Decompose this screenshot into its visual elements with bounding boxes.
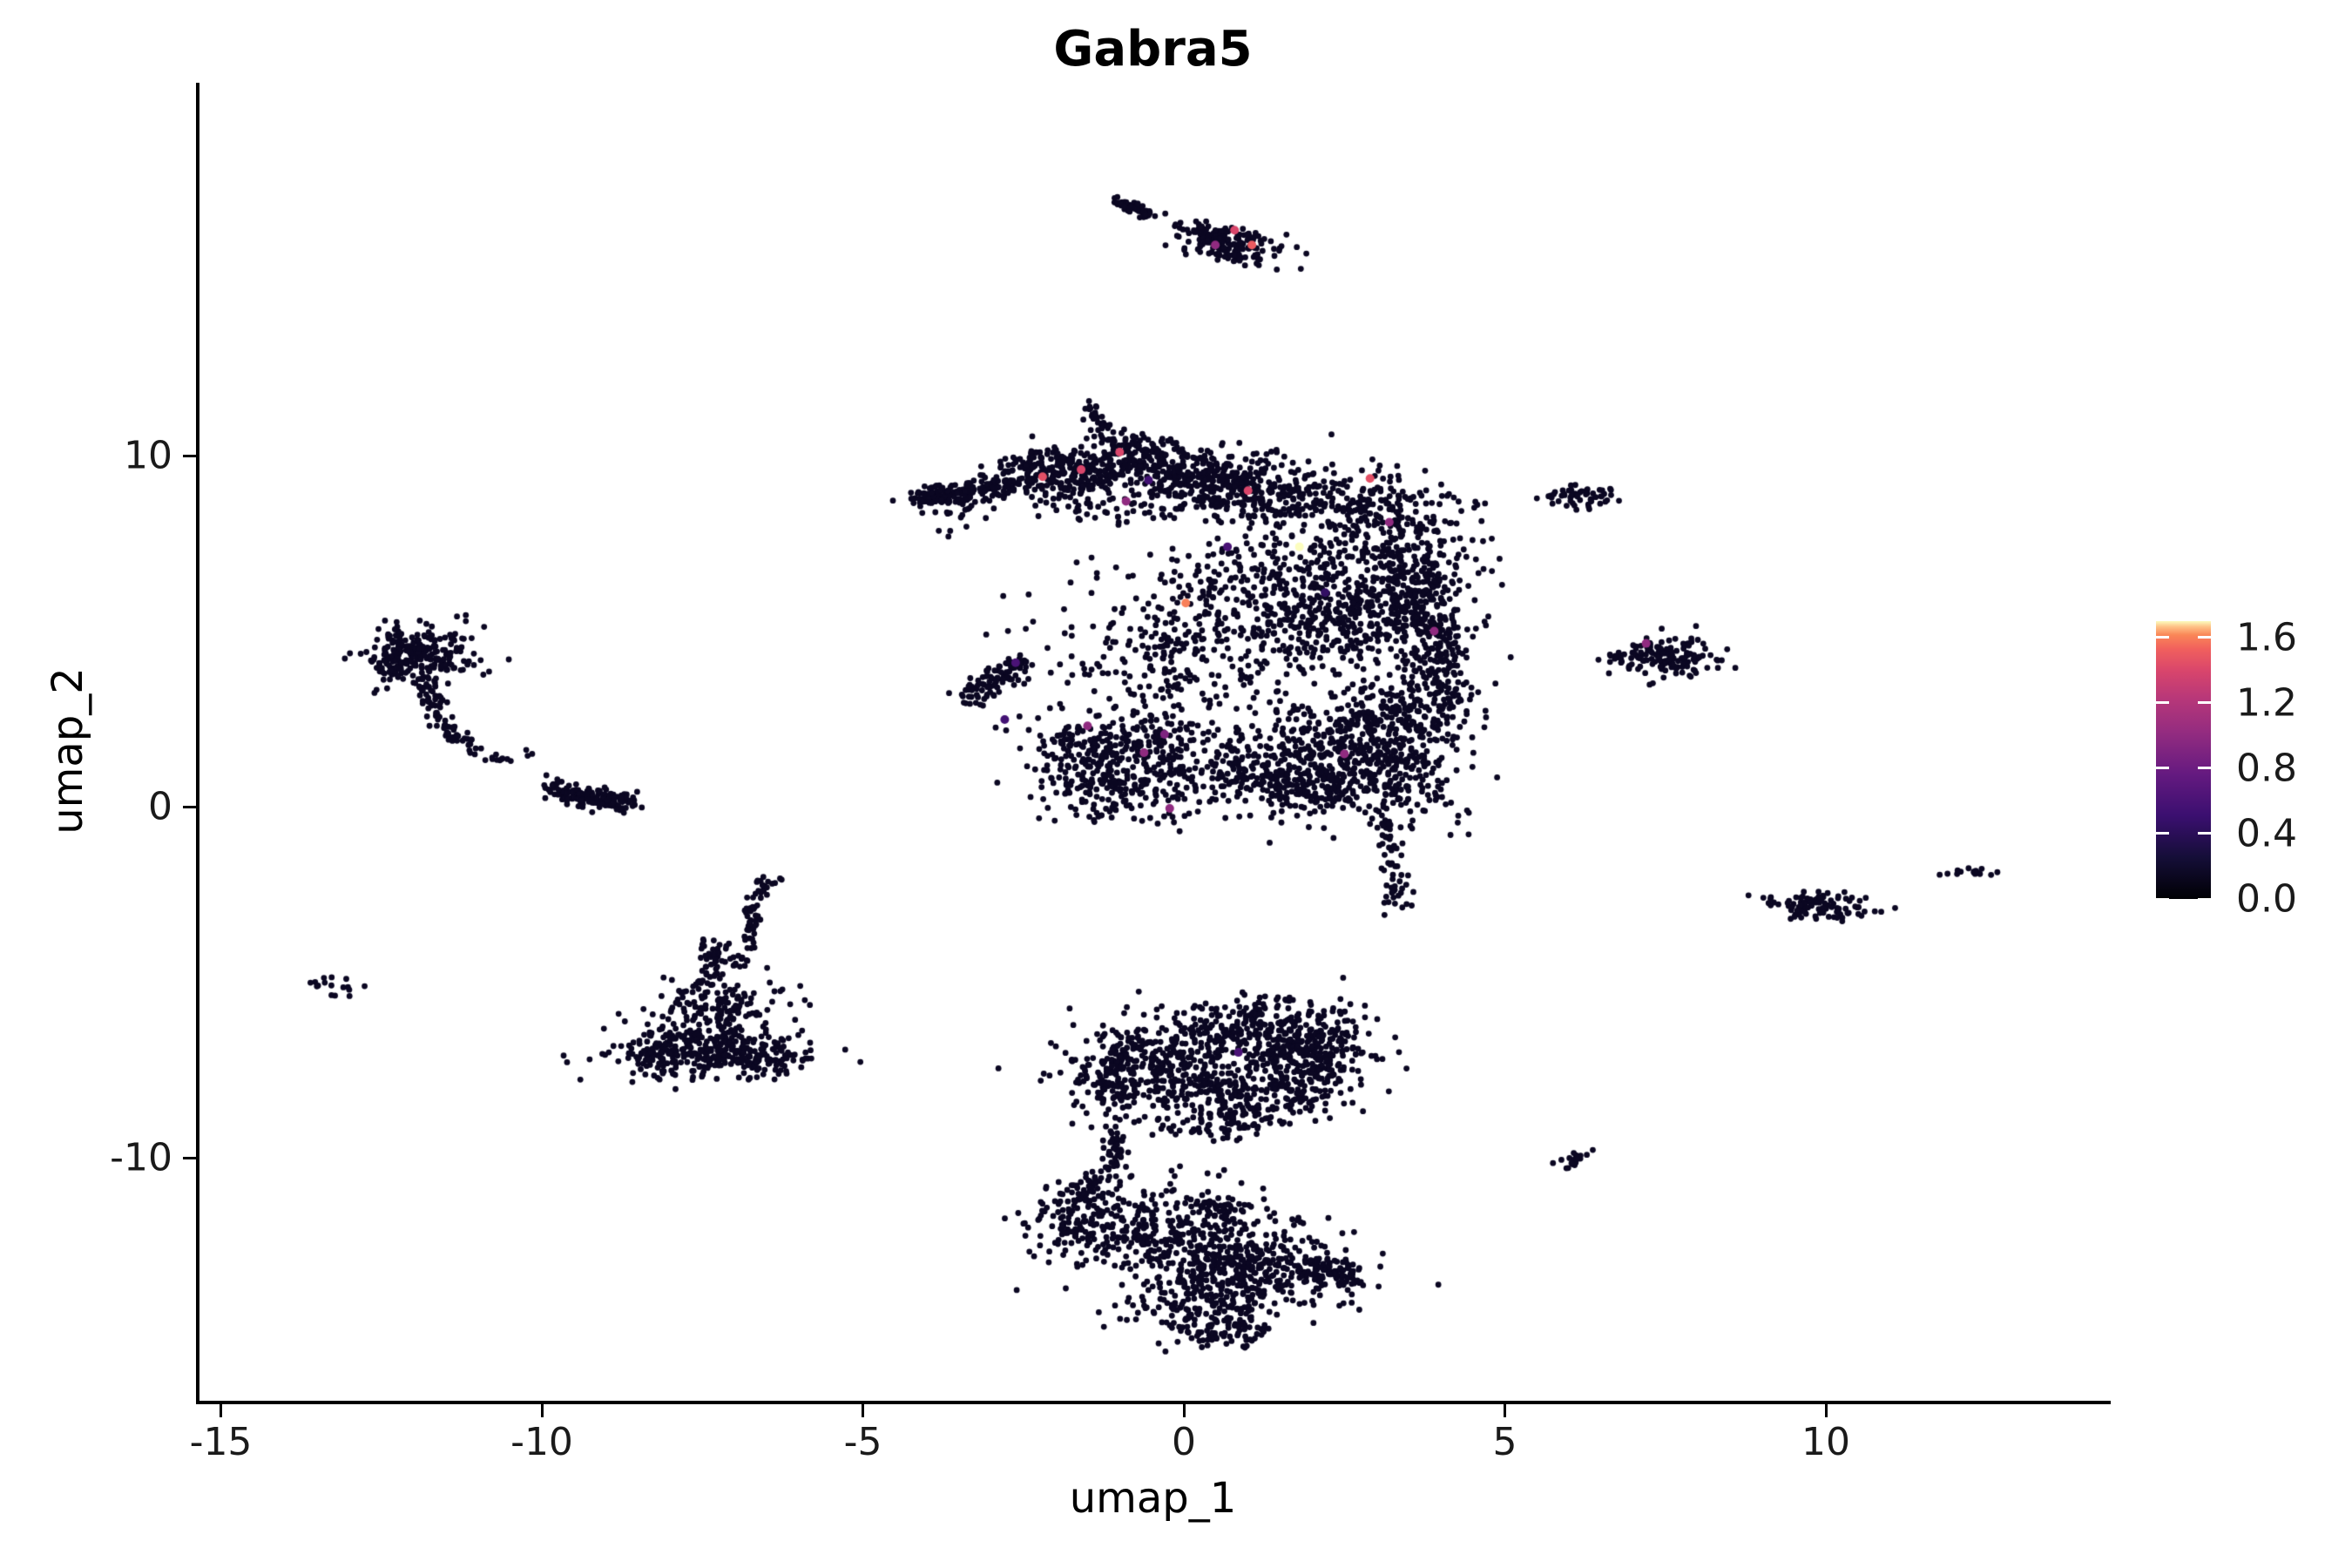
x-tick-label: -10: [510, 1420, 573, 1464]
colorbar-tick-mark: [2198, 701, 2211, 705]
x-axis-line: [196, 1401, 2111, 1404]
colorbar-tick-mark: [2156, 767, 2169, 770]
colorbar-tick-label: 0.8: [2236, 746, 2297, 791]
y-tick-label: 0: [148, 784, 172, 829]
colorbar-tick-mark: [2156, 897, 2169, 901]
y-axis-line: [196, 83, 199, 1404]
y-tick-mark: [183, 454, 196, 457]
colorbar-tick-mark: [2198, 897, 2211, 901]
x-tick-mark: [220, 1404, 222, 1417]
colorbar-tick-mark: [2156, 636, 2169, 639]
colorbar-gradient: [2156, 621, 2211, 899]
x-tick-label: -15: [189, 1420, 253, 1464]
x-tick-label: 10: [1801, 1420, 1850, 1464]
x-tick-label: 5: [1492, 1420, 1517, 1464]
y-axis-title: umap_2: [44, 667, 92, 835]
colorbar-tick-mark: [2198, 636, 2211, 639]
colorbar-tick-mark: [2156, 832, 2169, 835]
colorbar-tick-mark: [2198, 832, 2211, 835]
y-tick-mark: [183, 805, 196, 808]
x-tick-mark: [1182, 1404, 1186, 1417]
colorbar-tick-label: 0.0: [2236, 876, 2297, 922]
x-tick-mark: [1504, 1404, 1506, 1417]
x-tick-mark: [1824, 1404, 1828, 1417]
x-tick-label: 0: [1172, 1420, 1196, 1464]
plot-title: Gabra5: [1053, 21, 1253, 78]
colorbar-tick-label: 0.4: [2236, 811, 2297, 856]
y-tick-label: -10: [110, 1135, 172, 1180]
x-tick-mark: [862, 1404, 864, 1417]
colorbar-tick-label: 1.2: [2236, 680, 2297, 726]
x-axis-title: umap_1: [1069, 1474, 1237, 1523]
colorbar-tick-mark: [2156, 701, 2169, 705]
y-tick-label: 10: [124, 433, 172, 478]
x-tick-mark: [540, 1404, 544, 1417]
colorbar-tick-mark: [2198, 767, 2211, 770]
y-tick-mark: [183, 1156, 196, 1159]
colorbar-tick-label: 1.6: [2236, 615, 2297, 660]
x-tick-label: -5: [843, 1420, 882, 1464]
